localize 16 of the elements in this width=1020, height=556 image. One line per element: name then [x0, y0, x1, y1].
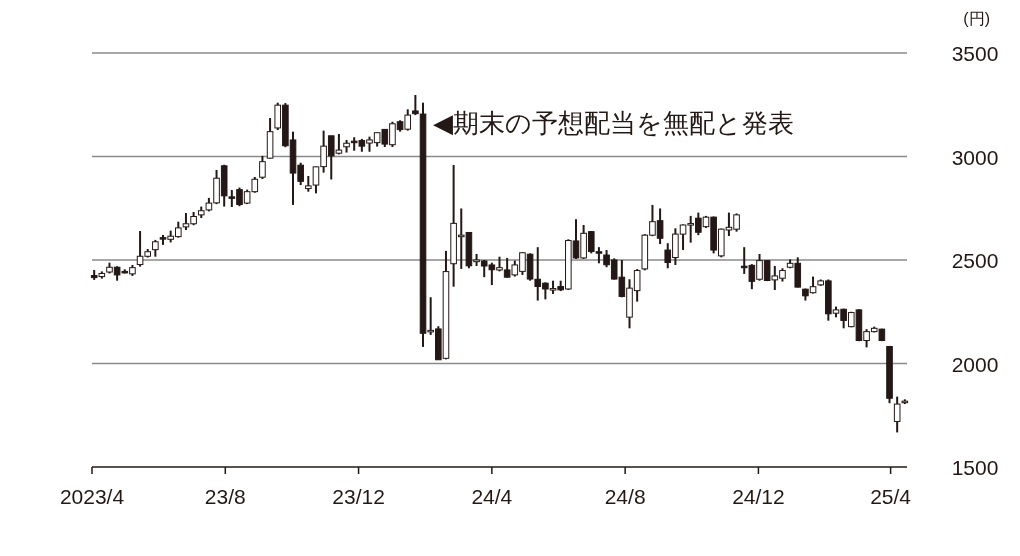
x-tick-label: 24/12: [732, 485, 785, 508]
y-tick-label: 3000: [951, 145, 999, 169]
y-tick-label: 3500: [951, 42, 999, 65]
y-tick-label: 2000: [951, 352, 999, 376]
y-axis-title: (円): [963, 10, 990, 27]
x-tick-label: 23/12: [332, 485, 385, 508]
y-tick-label: 1500: [951, 456, 999, 479]
candlestick: [259, 154, 266, 181]
annotation: ◀期末の予想配当を無配と発表: [433, 108, 795, 139]
x-tick-label: 2023/4: [59, 485, 125, 508]
x-tick-label: 24/4: [471, 485, 513, 508]
x-tick-label: 25/4: [870, 485, 912, 508]
x-tick-label: 23/8: [204, 485, 246, 508]
x-tick-label: 24/8: [604, 485, 646, 508]
candlestick: [893, 395, 901, 434]
y-tick-label: 2500: [951, 249, 999, 272]
